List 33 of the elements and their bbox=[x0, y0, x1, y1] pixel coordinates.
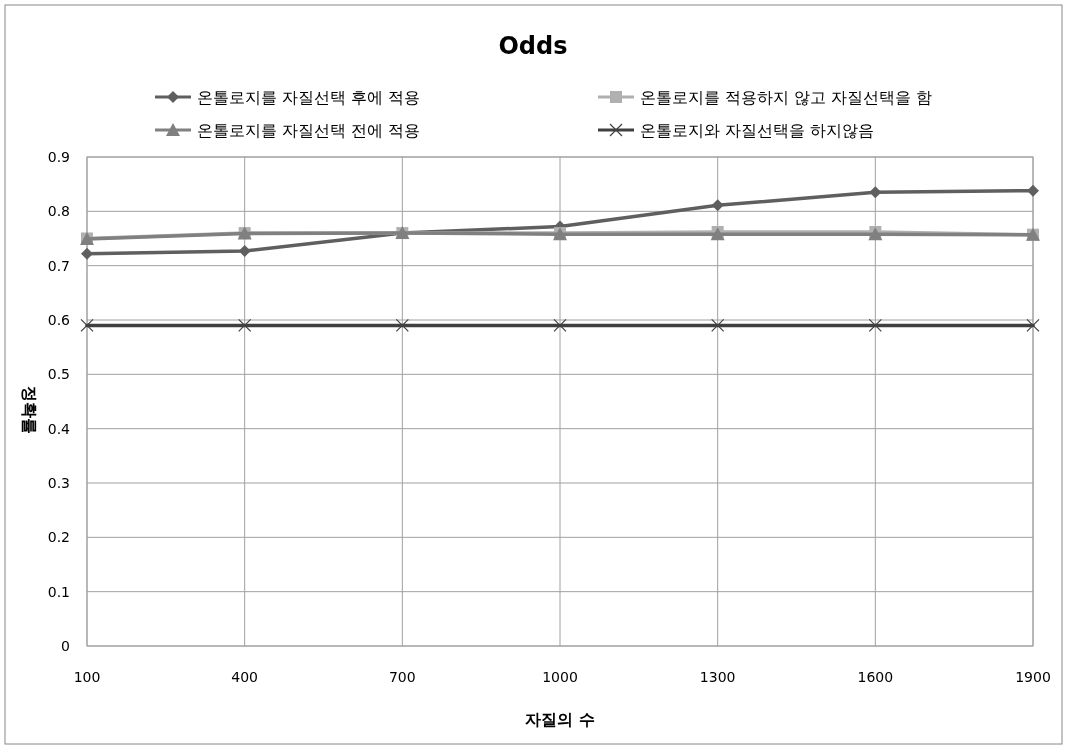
point bbox=[711, 199, 724, 212]
y-tick-label: 0.5 bbox=[47, 366, 70, 383]
point bbox=[1026, 318, 1040, 333]
y-tick-label: 0.7 bbox=[47, 257, 70, 274]
legend-label: 온톨로지를 자질선택 전에 적용 bbox=[197, 121, 421, 140]
y-tick-label: 0.3 bbox=[47, 475, 70, 491]
y-tick-label: 0 bbox=[61, 638, 70, 654]
point bbox=[395, 318, 409, 333]
x-tick-label: 1900 bbox=[1015, 669, 1051, 685]
y-tick-label: 0.1 bbox=[47, 583, 70, 600]
y-axis-title: 정확률 bbox=[20, 386, 39, 434]
point bbox=[238, 318, 252, 333]
y-tick-label: 0.2 bbox=[47, 529, 70, 546]
point bbox=[868, 318, 882, 333]
point bbox=[81, 247, 93, 260]
x-tick-label: 700 bbox=[388, 669, 416, 685]
chart-title: Odds bbox=[498, 32, 568, 60]
legend-label: 온톨로지를 자질선택 후에 적용 bbox=[197, 88, 421, 107]
y-tick-label: 0.4 bbox=[47, 420, 71, 437]
x-tick-label: 1000 bbox=[542, 669, 578, 685]
x-tick-label: 100 bbox=[73, 669, 101, 685]
point bbox=[553, 318, 567, 333]
x-tick-label: 1300 bbox=[699, 669, 736, 685]
point bbox=[1027, 184, 1039, 197]
x-axis-title: 자질의 수 bbox=[525, 710, 595, 729]
legend-label: 온톨로지와 자질선택을 하지않음 bbox=[640, 121, 875, 140]
x-tick-label: 1600 bbox=[857, 669, 894, 685]
point bbox=[80, 318, 94, 333]
y-tick-label: 0.6 bbox=[47, 312, 71, 328]
x-tick-label: 400 bbox=[231, 669, 259, 685]
y-tick-label: 0.8 bbox=[47, 203, 70, 220]
point bbox=[711, 318, 725, 333]
y-tick-label: 0.9 bbox=[47, 149, 70, 165]
